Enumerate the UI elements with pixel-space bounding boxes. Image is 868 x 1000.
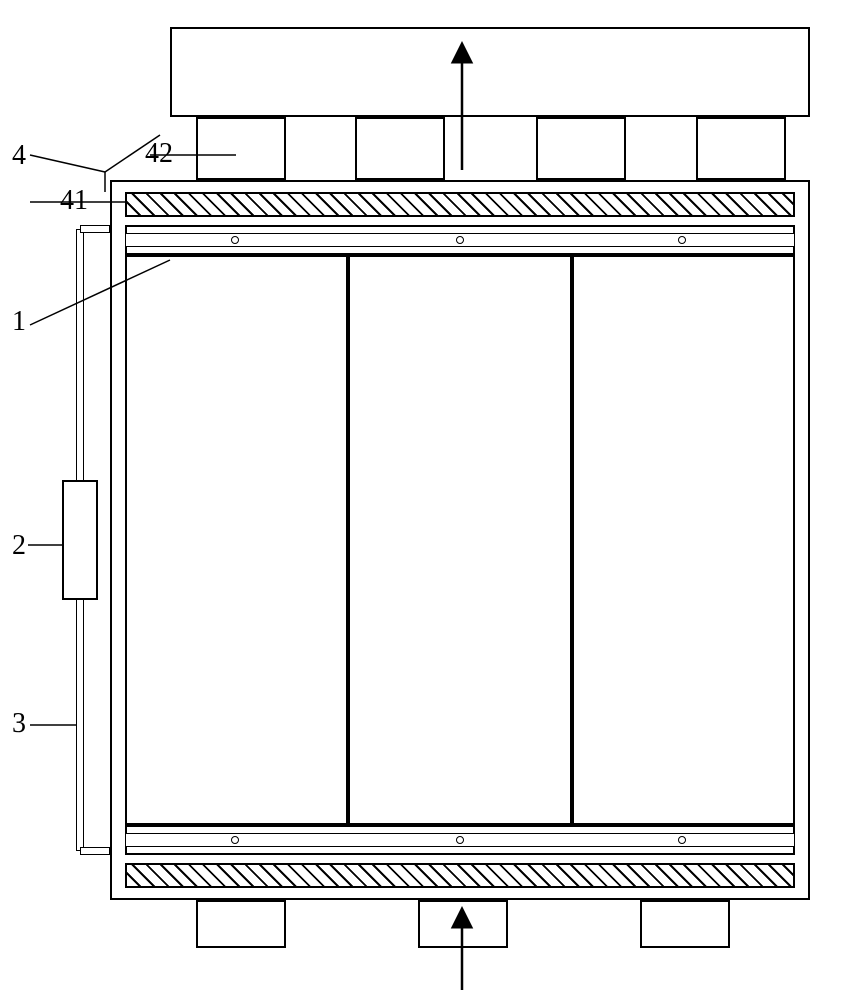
side-valve bbox=[62, 480, 98, 600]
side-pipe-top bbox=[80, 225, 110, 233]
column-2 bbox=[572, 255, 795, 825]
hole bbox=[231, 236, 239, 244]
bot-block-1 bbox=[418, 900, 508, 948]
hatch-top bbox=[125, 192, 795, 217]
label-1: 1 bbox=[12, 306, 26, 338]
bot-block-2 bbox=[640, 900, 730, 948]
label-3: 3 bbox=[12, 708, 26, 740]
column-1 bbox=[348, 255, 572, 825]
diagram-stage: 1 2 3 4 41 42 bbox=[0, 0, 868, 1000]
top-block-0 bbox=[196, 117, 286, 180]
hatch-bot bbox=[125, 863, 795, 888]
column-0 bbox=[125, 255, 348, 825]
bot-block-0 bbox=[196, 900, 286, 948]
hole bbox=[456, 236, 464, 244]
top-block-3 bbox=[696, 117, 786, 180]
label-42: 42 bbox=[145, 138, 173, 170]
hole bbox=[678, 236, 686, 244]
hole bbox=[231, 836, 239, 844]
hole bbox=[456, 836, 464, 844]
side-pipe-bot bbox=[80, 847, 110, 855]
hole bbox=[678, 836, 686, 844]
top-block-1 bbox=[355, 117, 445, 180]
label-2: 2 bbox=[12, 530, 26, 562]
top-block-2 bbox=[536, 117, 626, 180]
top-channel bbox=[170, 27, 810, 117]
label-4: 4 bbox=[12, 140, 26, 172]
label-41: 41 bbox=[60, 185, 88, 217]
